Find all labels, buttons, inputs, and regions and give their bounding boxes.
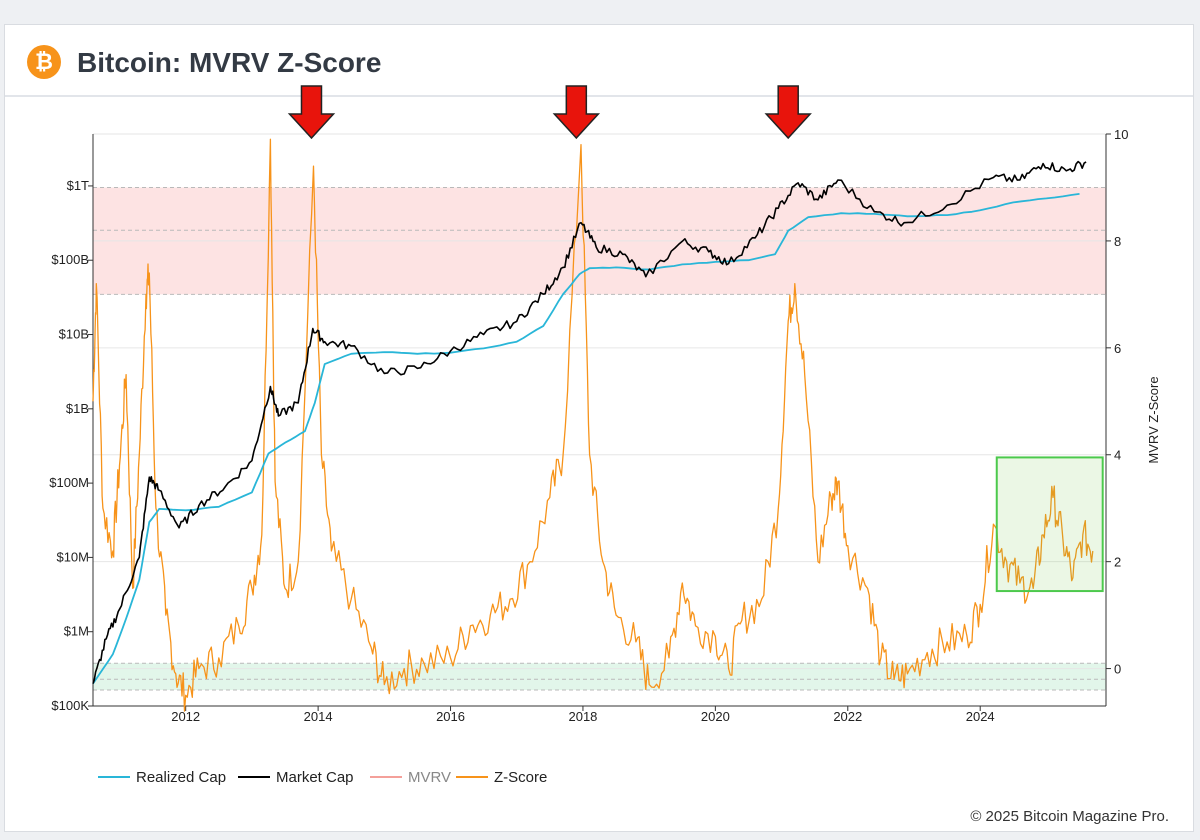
copyright-footer: © 2025 Bitcoin Magazine Pro.	[970, 808, 1169, 825]
series-line-realized-cap	[92, 193, 1080, 685]
series-line-z-score	[92, 138, 1094, 712]
right-tick-label: 10	[1114, 127, 1128, 142]
highlight-box	[995, 456, 1104, 593]
legend-label: Realized Cap	[136, 769, 226, 786]
bitcoin-logo-icon: ₿	[27, 45, 61, 79]
x-tick-label: 2020	[701, 709, 730, 724]
left-tick-label: $100K	[51, 698, 89, 713]
legend-label: MVRV	[408, 769, 451, 786]
left-tick-label: $100B	[51, 252, 89, 267]
left-tick-label: $10B	[59, 327, 89, 342]
undervalued-zone-band	[93, 663, 1106, 690]
left-tick-label: $10M	[56, 549, 89, 564]
x-tick-label: 2016	[436, 709, 465, 724]
right-tick-label: 4	[1114, 448, 1121, 463]
legend-label: Market Cap	[276, 769, 354, 786]
left-tick-label: $1M	[64, 624, 89, 639]
left-tick-label: $1T	[67, 178, 89, 193]
right-tick-label: 0	[1114, 662, 1121, 677]
x-tick-label: 2022	[833, 709, 862, 724]
series-line-market-cap	[92, 160, 1087, 684]
x-tick-label: 2024	[966, 709, 995, 724]
chart-header: ₿ Bitcoin: MVRV Z-Score	[5, 25, 1193, 97]
left-tick-label: $1B	[66, 401, 89, 416]
top-arrow-icon	[552, 85, 601, 140]
right-axis-title: MVRV Z-Score	[1146, 376, 1161, 463]
x-tick-label: 2014	[304, 709, 333, 724]
top-arrow-icon	[764, 85, 812, 140]
chart-title: Bitcoin: MVRV Z-Score	[77, 47, 382, 78]
x-tick-label: 2012	[171, 709, 200, 724]
x-tick-label: 2018	[568, 709, 597, 724]
legend-label: Z-Score	[494, 769, 547, 786]
top-arrow-icon	[287, 85, 336, 140]
chart-card: ₿ Bitcoin: MVRV Z-Score © 2025 Bitcoin M…	[4, 24, 1194, 832]
right-tick-label: 2	[1114, 555, 1121, 570]
right-tick-label: 6	[1114, 341, 1121, 356]
right-tick-label: 8	[1114, 234, 1121, 249]
left-tick-label: $100M	[49, 475, 89, 490]
